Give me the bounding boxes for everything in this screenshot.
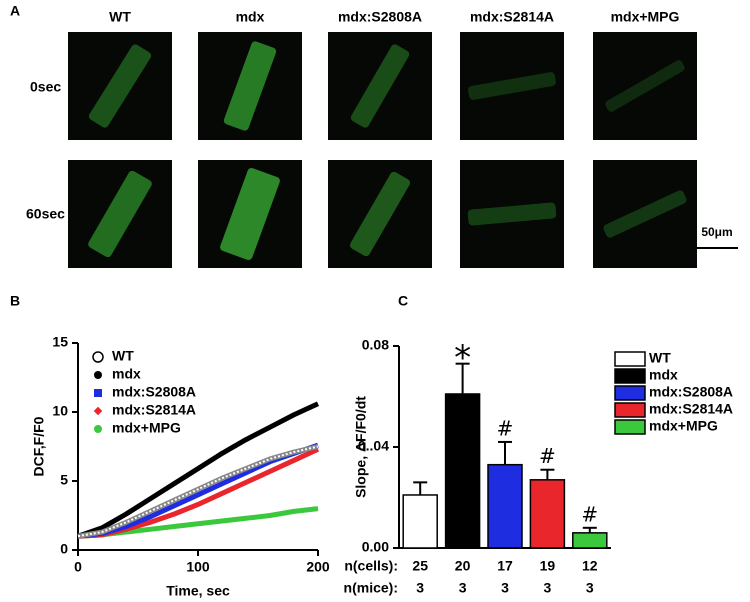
table-row-label: n(mice): xyxy=(344,580,398,596)
panel-label: C xyxy=(398,293,408,309)
column-header: mdx+MPG xyxy=(611,9,680,25)
row-label: 60sec xyxy=(26,206,65,222)
cell-image xyxy=(593,160,697,268)
legend-label: mdx+MPG xyxy=(649,418,718,434)
legend-label: WT xyxy=(649,350,671,366)
significance-marker: # xyxy=(539,444,556,468)
x-tick-label: 100 xyxy=(186,559,210,575)
table-cell: 3 xyxy=(586,580,594,596)
legend-label: mdx:S2814A xyxy=(649,401,733,417)
y-tick-label: 10 xyxy=(52,403,68,419)
y-tick-label: 0..04 xyxy=(358,438,389,454)
column-header: WT xyxy=(109,9,131,25)
bar xyxy=(444,393,481,549)
table-cell: 3 xyxy=(459,580,467,596)
table-cell: 20 xyxy=(455,558,471,574)
column-header: mdx:S2814A xyxy=(470,9,554,25)
cell xyxy=(223,41,277,131)
table-row-label: n(cells): xyxy=(344,558,398,574)
legend-swatch xyxy=(614,368,646,384)
legend-label: WT xyxy=(112,348,134,364)
cell-image xyxy=(460,32,564,140)
cell xyxy=(88,44,152,128)
cell xyxy=(220,167,280,261)
bar xyxy=(487,463,523,549)
legend-label: mdx:S2808A xyxy=(112,384,196,400)
cell xyxy=(350,44,410,128)
legend-marker xyxy=(92,351,104,363)
x-axis-label: Time, sec xyxy=(166,583,230,599)
legend-swatch xyxy=(614,402,646,418)
series-line xyxy=(77,401,320,539)
x-tick-label: 200 xyxy=(306,559,330,575)
y-axis-label: DCF,F/F0 xyxy=(31,416,47,476)
table-cell: 25 xyxy=(412,558,428,574)
column-header: mdx:S2808A xyxy=(338,9,422,25)
y-tick-label: 15 xyxy=(52,334,68,350)
bar xyxy=(572,532,608,549)
image-grid xyxy=(68,32,697,268)
cell xyxy=(605,60,685,112)
row-label: 0sec xyxy=(30,79,61,95)
legend-marker xyxy=(93,406,103,416)
legend-marker xyxy=(94,425,102,433)
cell-image xyxy=(593,32,697,140)
cell xyxy=(349,171,411,257)
legend-swatch xyxy=(614,385,646,401)
legend-label: mdx xyxy=(112,366,141,382)
y-tick-label: 0 xyxy=(60,541,68,557)
table-cell: 17 xyxy=(497,558,513,574)
bar xyxy=(529,479,566,549)
legend-label: mdx:S2808A xyxy=(649,384,733,400)
y-tick-label: 0.00 xyxy=(362,539,389,555)
legend-label: mdx+MPG xyxy=(112,420,181,436)
cell xyxy=(467,202,557,226)
significance-marker: # xyxy=(581,502,598,526)
cell-image xyxy=(460,160,564,268)
y-tick-label: 5 xyxy=(60,472,68,488)
significance-marker: * xyxy=(454,338,471,378)
table-cell: 3 xyxy=(416,580,424,596)
column-header: mdx xyxy=(236,9,265,25)
legend-label: mdx:S2814A xyxy=(112,402,196,418)
significance-marker: # xyxy=(497,416,514,440)
table-cell: 3 xyxy=(501,580,509,596)
legend-swatch xyxy=(614,419,646,435)
y-tick-label: 0.08 xyxy=(362,337,389,353)
y-axis-label: Slope, ΔF/F0/dt xyxy=(353,396,369,498)
panel-label: A xyxy=(10,3,20,19)
series-line-inner xyxy=(77,445,319,538)
table-cell: 3 xyxy=(544,580,552,596)
bar xyxy=(402,494,438,549)
legend-label: mdx xyxy=(649,367,678,383)
legend-swatch xyxy=(614,351,646,367)
x-tick-label: 0 xyxy=(74,559,82,575)
cell xyxy=(603,190,687,238)
cell xyxy=(88,170,152,258)
table-cell: 12 xyxy=(582,558,598,574)
table-cell: 19 xyxy=(540,558,556,574)
scale-bar-label: 50μm xyxy=(701,225,732,239)
panel-label: B xyxy=(10,293,20,309)
legend-marker xyxy=(94,371,102,379)
cell xyxy=(468,72,556,100)
legend-marker xyxy=(94,389,102,397)
